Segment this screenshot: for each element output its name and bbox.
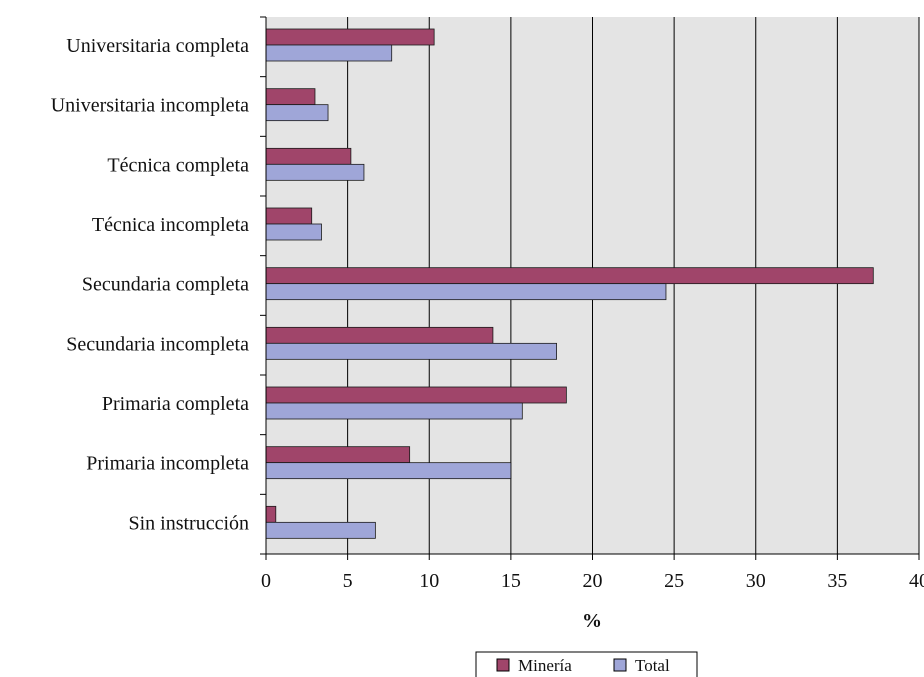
category-label: Universitaria incompleta <box>51 95 249 117</box>
category-labels: Universitaria completa Universitaria inco… <box>51 35 249 534</box>
x-tick-label: 0 <box>261 570 271 592</box>
category-label: Secundaria incompleta <box>66 333 249 355</box>
x-tick-label: 25 <box>664 570 684 592</box>
x-tick-labels: 0 5 10 15 20 25 30 35 40 <box>261 570 924 592</box>
bar-mineria-tecnica-incompleta <box>265 207 313 225</box>
legend: Minería Total <box>475 651 698 677</box>
legend-box <box>475 651 698 677</box>
legend-label-mineria: Minería <box>518 656 572 675</box>
category-label: Universitaria completa <box>66 35 249 57</box>
bar-mineria-primaria-incompleta <box>265 446 411 464</box>
bar-total-secundaria-completa <box>265 283 667 301</box>
category-label: Sin instrucción <box>128 512 249 534</box>
bar-mineria-secundaria-incompleta <box>265 326 494 344</box>
x-tick-label: 40 <box>909 570 924 592</box>
bar-total-tecnica-completa <box>265 163 365 181</box>
category-label: Secundaria completa <box>82 274 249 296</box>
x-tick-label: 10 <box>419 570 439 592</box>
bar-mineria-universitaria-incompleta <box>265 88 316 106</box>
legend-label-total: Total <box>635 656 670 675</box>
x-tick-label: 5 <box>343 570 353 592</box>
bar-total-universitaria-incompleta <box>265 104 329 122</box>
bar-total-universitaria-completa <box>265 44 393 62</box>
x-tick-label: 35 <box>827 570 847 592</box>
category-label: Técnica completa <box>107 154 249 176</box>
legend-swatch-total <box>613 658 627 672</box>
x-axis-label: % <box>582 610 602 632</box>
bar-total-primaria-completa <box>265 402 523 420</box>
bar-mineria-primaria-completa <box>265 386 567 404</box>
bar-total-secundaria-incompleta <box>265 342 557 360</box>
bar-mineria-universitaria-completa <box>265 28 435 46</box>
bar-mineria-sin-instruccion <box>265 505 277 523</box>
x-tick-label: 30 <box>746 570 766 592</box>
x-tick-label: 20 <box>583 570 603 592</box>
bar-total-tecnica-incompleta <box>265 223 322 241</box>
category-label: Primaria completa <box>102 393 249 415</box>
bar-total-primaria-incompleta <box>265 462 512 480</box>
axes <box>265 17 919 555</box>
category-label: Técnica incompleta <box>92 214 249 236</box>
bar-mineria-secundaria-completa <box>265 267 874 285</box>
bar-mineria-tecnica-completa <box>265 147 352 165</box>
x-tick-label: 15 <box>501 570 521 592</box>
legend-swatch-mineria <box>496 658 510 672</box>
bars <box>265 28 874 539</box>
category-label: Primaria incompleta <box>86 453 249 475</box>
bar-total-sin-instruccion <box>265 521 376 539</box>
